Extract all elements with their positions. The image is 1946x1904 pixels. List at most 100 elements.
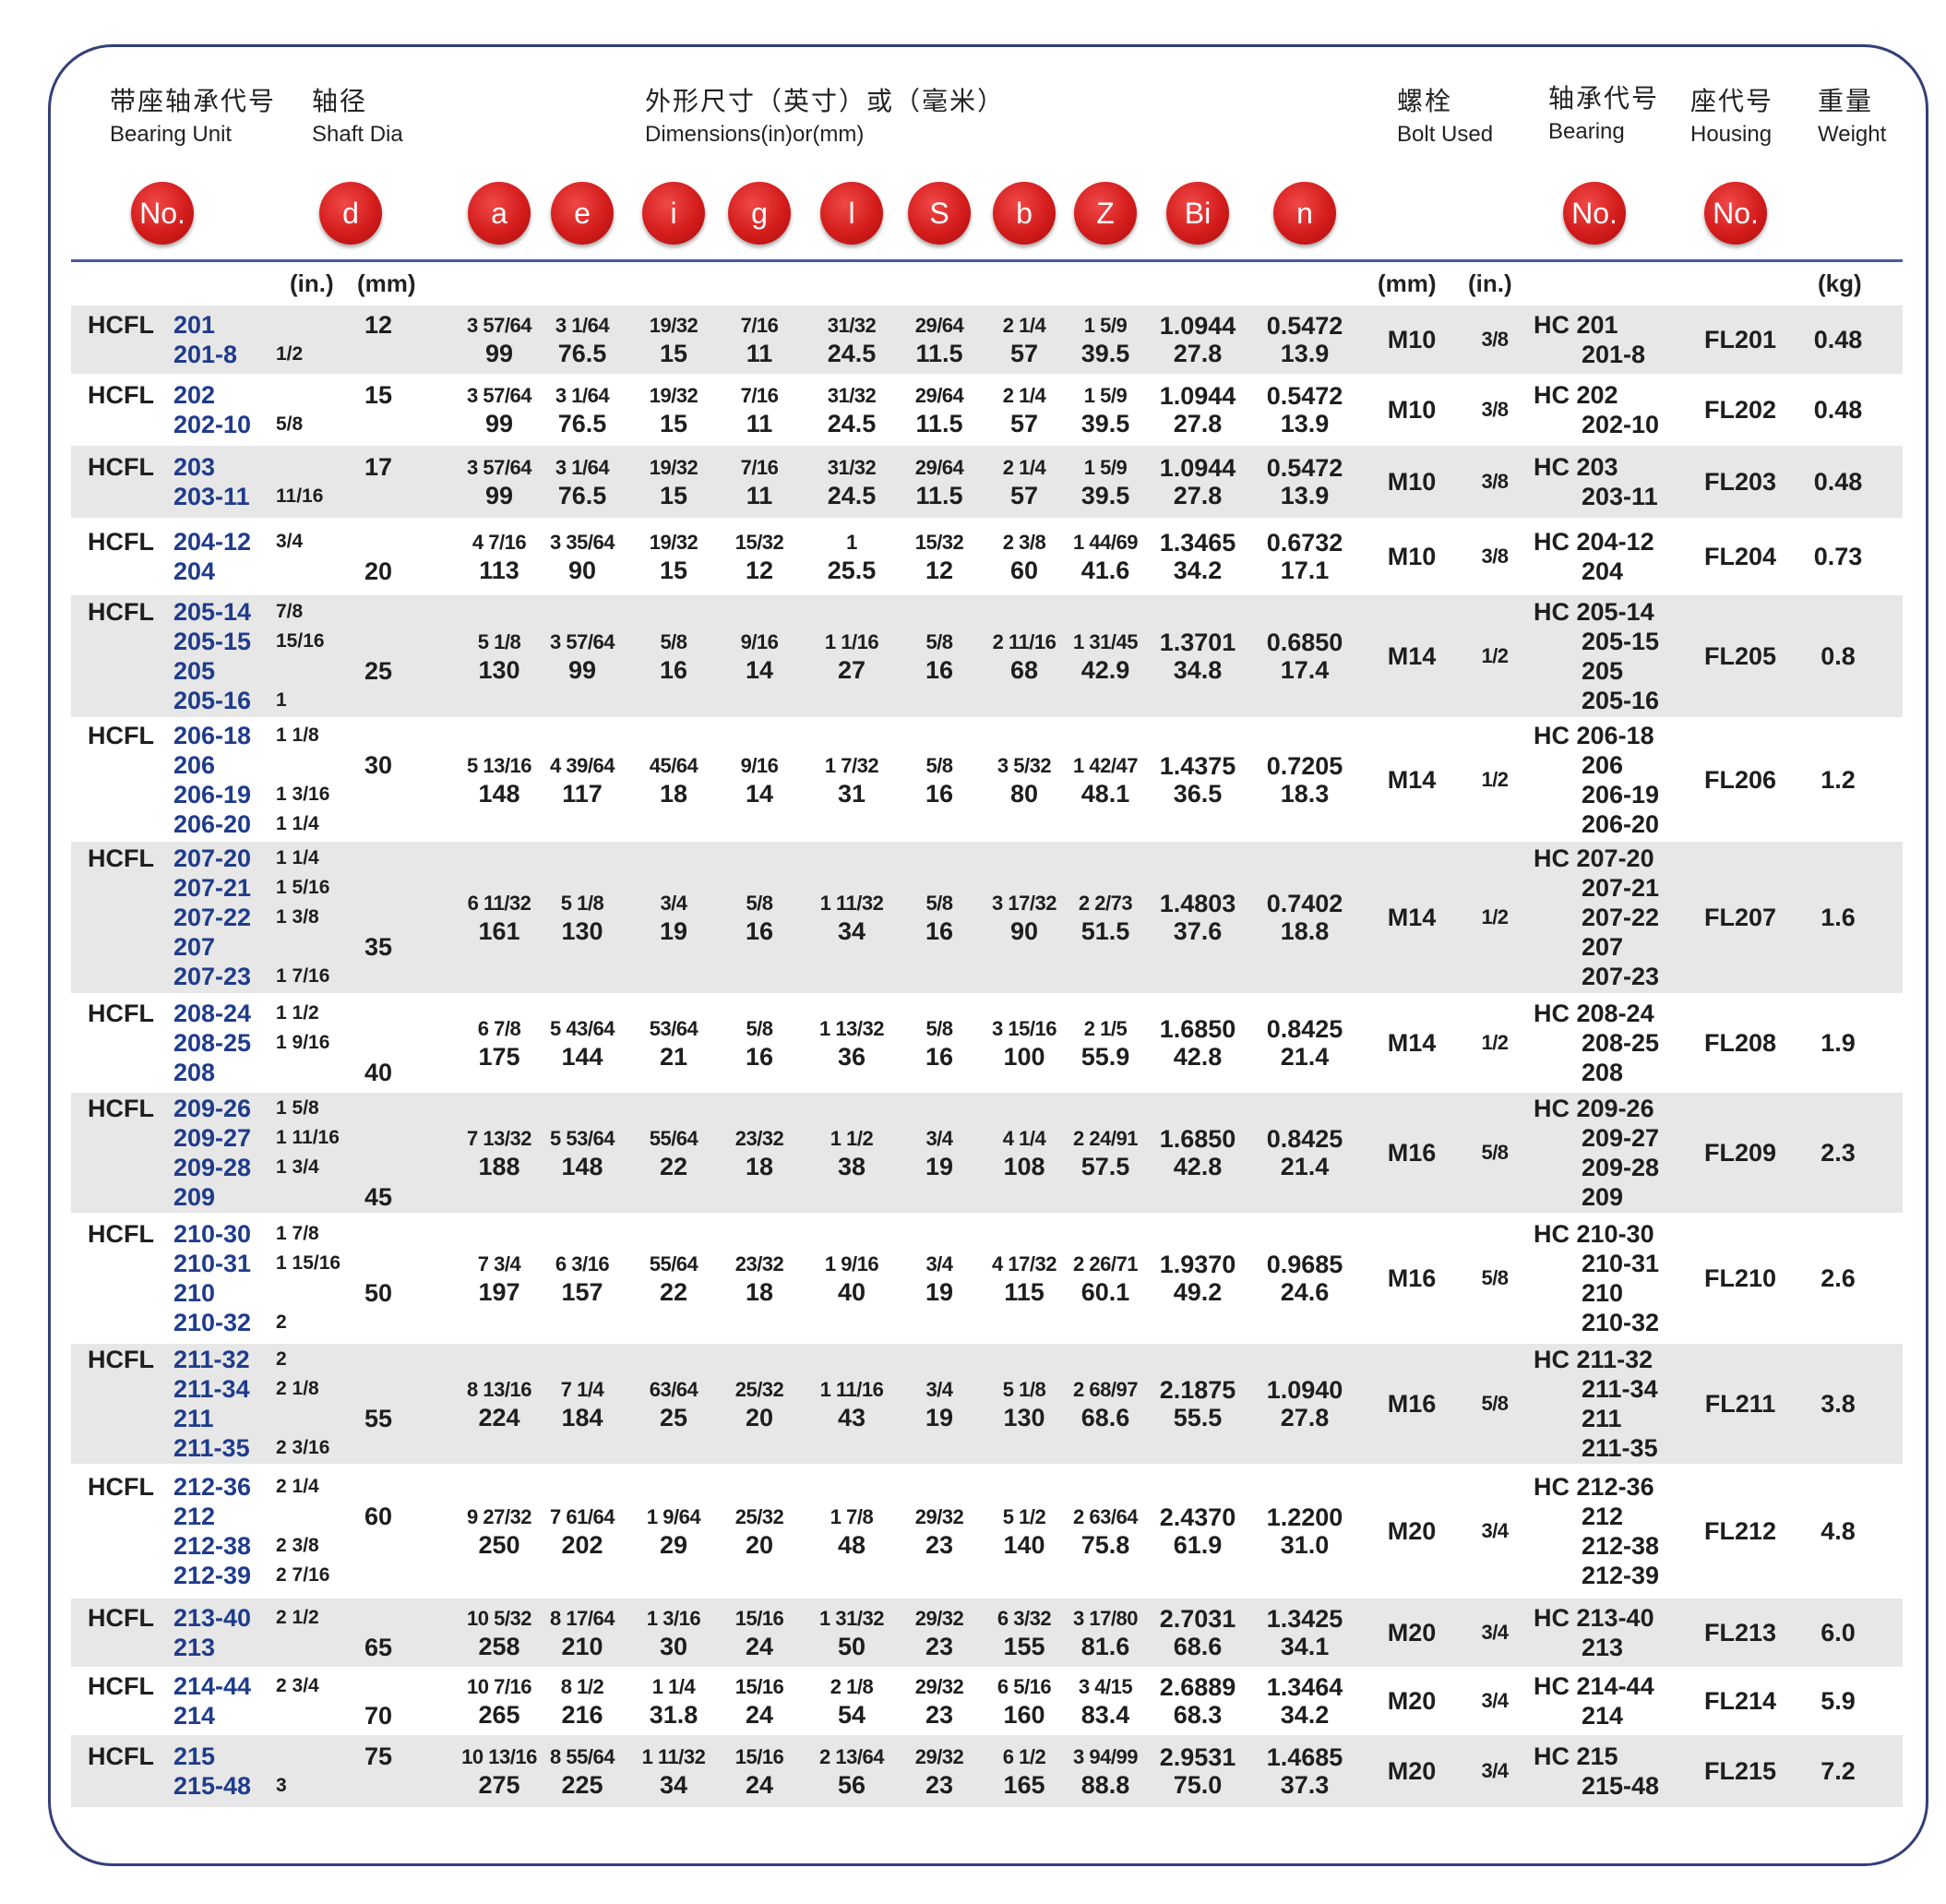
dim-g: 25/32 20 [735, 1376, 784, 1431]
dim-i-in: 45/64 [649, 753, 698, 777]
bearing-numbers: HC 212-36 212 212-38 212-39 [1534, 1472, 1718, 1590]
dim-g-in: 23/32 [734, 1252, 784, 1275]
dim-g-mm: 14 [745, 656, 774, 684]
bolt-in: 3/8 [1481, 398, 1509, 421]
unit-prefix: HCFL [88, 1220, 154, 1248]
dim-z: 2 1/5 55.9 [1081, 1015, 1130, 1071]
dim-e: 3 1/64 76.5 [555, 312, 610, 367]
dim-i-mm: 25 [659, 1404, 688, 1431]
dim-bi: 2.9531 75.0 [1160, 1743, 1236, 1799]
dim-b-mm: 160 [1003, 1701, 1045, 1729]
dim-g: 25/32 20 [735, 1503, 784, 1559]
table-row: HCFL 213-40 2 1/2 213 65 HC 213-40 213 10 5/32 2… [71, 1599, 1903, 1667]
header-en: Housing [1690, 122, 1773, 147]
dim-n: 0.8425 21.4 [1267, 1015, 1343, 1071]
dim-s: 29/32 23 [915, 1503, 964, 1559]
bolt-in: 1/2 [1481, 1031, 1509, 1054]
dim-z-mm: 39.5 [1080, 410, 1130, 437]
dim-i-in: 1 11/32 [641, 1745, 706, 1768]
dim-n: 0.8425 21.4 [1267, 1125, 1343, 1180]
shaft-dia-mm: 60 [364, 1503, 393, 1530]
dim-e-in: 6 3/16 [555, 1252, 610, 1275]
dim-e: 6 3/16 157 [555, 1251, 610, 1306]
dim-bi-mm: 34.8 [1173, 656, 1223, 684]
dim-e-mm: 130 [561, 917, 603, 945]
table-row: HCFL 215 75 215-48 3 HC 215 215-48 10 13/16 275 8… [71, 1735, 1903, 1807]
bearing-number: 211-32 [1576, 1346, 1654, 1373]
shaft-dia-mm: 50 [364, 1279, 393, 1307]
dim-a-mm: 130 [478, 656, 520, 684]
header-en: Bearing Unit [110, 122, 233, 147]
dim-a-in: 3 57/64 [467, 314, 531, 337]
unit-number: 206-18 [173, 721, 252, 749]
bolt-mm: M10 [1387, 468, 1437, 496]
dim-bi-in: 1.9370 [1159, 1251, 1236, 1278]
dim-s-mm: 11.5 [915, 410, 963, 437]
unit-number: 210-30 [173, 1220, 252, 1248]
dim-bi: 1.4375 36.5 [1160, 752, 1236, 808]
dim-z-mm: 60.1 [1080, 1278, 1130, 1306]
dim-i-mm: 31.8 [649, 1701, 698, 1729]
dim-n-in: 0.8425 [1266, 1125, 1343, 1153]
dim-b-in: 2 1/4 [1002, 456, 1046, 479]
unit-prefix: HCFL [88, 1346, 154, 1373]
unit-number: 214-44 [173, 1672, 252, 1700]
dim-n-mm: 17.1 [1280, 557, 1330, 584]
dim-n-mm: 34.2 [1280, 1701, 1330, 1729]
dim-n-in: 0.7205 [1266, 751, 1343, 780]
unit-shaft-mm: (mm) [357, 269, 416, 297]
dim-b-mm: 115 [1004, 1278, 1045, 1306]
dim-bi: 1.6850 42.8 [1160, 1125, 1236, 1180]
dim-bi: 1.3465 34.2 [1160, 529, 1236, 584]
bearing-line: HC 213-40 [1534, 1603, 1718, 1633]
dim-i-mm: 15 [659, 482, 688, 509]
dim-n: 0.9685 24.6 [1267, 1251, 1343, 1306]
dim-b-in: 6 5/16 [997, 1675, 1052, 1698]
bolt-in: 3/8 [1481, 470, 1509, 493]
bearing-line: 212 [1534, 1502, 1718, 1531]
bearing-number: 201-8 [1582, 341, 1646, 368]
dim-n-in: 1.0940 [1266, 1376, 1343, 1404]
unit-prefix: HCFL [88, 453, 154, 481]
dim-bi-in: 2.6889 [1159, 1673, 1236, 1701]
shaft-dia-in: 2 1/2 [276, 1607, 319, 1628]
bearing-line: 215-48 [1534, 1771, 1718, 1801]
dim-b-mm: 140 [1003, 1531, 1045, 1559]
dim-i: 1 11/32 34 [642, 1743, 706, 1799]
unit-numbers: HCFL 202 15 202-10 5/8 [71, 380, 440, 439]
bolt-in: 3/4 [1481, 1621, 1509, 1644]
dim-i: 55/64 22 [650, 1251, 698, 1306]
bolt-mm: M14 [1387, 904, 1437, 931]
dim-s-mm: 11.5 [915, 482, 963, 509]
shaft-dia-mm: 45 [364, 1183, 393, 1211]
dim-a-mm: 197 [478, 1278, 520, 1306]
dim-bi-in: 1.6850 [1159, 1125, 1236, 1153]
weight-value: 1.2 [1821, 765, 1856, 794]
bearing-prefix: HC [1534, 721, 1570, 749]
dim-e-in: 8 55/64 [550, 1745, 615, 1768]
shaft-dia-in: 2 3/16 [276, 1437, 330, 1458]
housing-number: FL205 [1703, 642, 1777, 670]
dim-a-mm: 99 [484, 340, 514, 367]
shaft-dia-in: 1 1/2 [276, 1002, 319, 1024]
dim-l-in: 1 7/8 [830, 1505, 874, 1528]
badge-bearing-no: No. [1563, 182, 1626, 245]
unit-number: 205-16 [173, 687, 252, 714]
unit-prefix: HCFL [88, 1000, 154, 1027]
unit-line: 212 60 [71, 1502, 440, 1531]
dim-b: 3 15/16 100 [992, 1015, 1057, 1071]
dim-g-in: 5/8 [746, 892, 773, 915]
dim-l: 1 7/8 48 [830, 1503, 874, 1559]
unit-numbers: HCFL 209-26 1 5/8 209-27 1 11/16 209-28 1 3/4 2… [71, 1094, 440, 1212]
unit-number: 213-40 [173, 1604, 252, 1632]
dim-a: 7 3/4 197 [478, 1251, 521, 1306]
dim-n-mm: 13.9 [1280, 410, 1330, 437]
dim-s-mm: 12 [925, 557, 954, 584]
dim-z-in: 1 5/9 [1083, 314, 1128, 337]
bearing-number: 212-39 [1582, 1562, 1660, 1589]
bearing-line: 205-15 [1534, 627, 1718, 656]
dim-g-mm: 24 [745, 1701, 774, 1729]
shaft-dia-mm: 30 [364, 750, 393, 779]
dim-s-mm: 19 [925, 1278, 954, 1306]
dim-e-mm: 144 [561, 1043, 603, 1071]
